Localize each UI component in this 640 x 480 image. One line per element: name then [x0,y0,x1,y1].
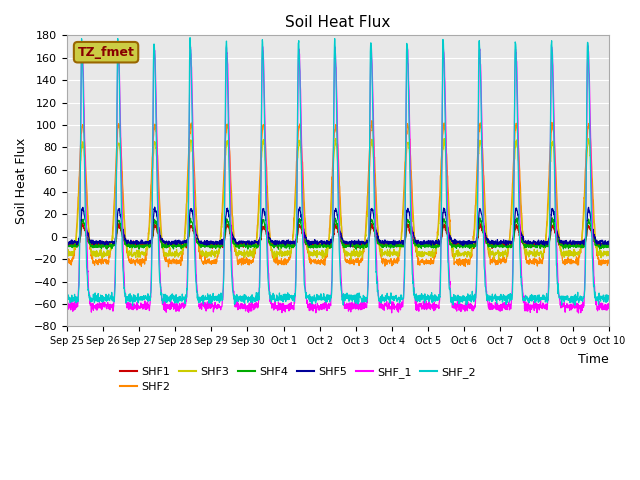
SHF_1 [495,305,503,311]
SHF4 [354,244,362,250]
SHF4 [557,241,565,247]
SHF3 [354,248,362,254]
SHF1 [573,240,580,246]
SHF1 [115,220,123,226]
SHF4 [605,244,612,250]
X-axis label: Time: Time [578,353,609,366]
SHF_2 [365,147,373,153]
SHF2 [365,151,373,157]
SHF2 [164,264,172,270]
SHF5 [63,238,70,243]
SHF1 [63,240,70,246]
SHF5 [354,241,362,247]
SHF3 [332,136,340,142]
SHF4 [495,243,503,249]
SHF3 [214,252,222,258]
Line: SHF_2: SHF_2 [67,37,609,306]
SHF4 [214,244,222,250]
Legend: SHF1, SHF2, SHF3, SHF4, SHF5, SHF_1, SHF_2: SHF1, SHF2, SHF3, SHF4, SHF5, SHF_1, SHF… [116,362,481,396]
SHF_1 [575,310,582,316]
SHF_1 [63,306,70,312]
SHF2 [354,260,362,265]
SHF_1 [367,43,375,48]
Line: SHF4: SHF4 [67,218,609,249]
SHF3 [605,252,612,258]
Line: SHF5: SHF5 [67,207,609,247]
Line: SHF1: SHF1 [67,223,609,249]
Line: SHF_1: SHF_1 [67,46,609,313]
SHF4 [573,242,580,248]
SHF_1 [605,304,612,310]
SHF_2 [186,35,194,40]
SHF1 [354,243,362,249]
Line: SHF3: SHF3 [67,139,609,260]
SHF3 [573,251,580,256]
SHF_1 [572,303,580,309]
SHF_2 [605,294,612,300]
SHF_2 [129,303,136,309]
SHF2 [368,118,376,124]
SHF_2 [63,294,70,300]
Title: Soil Heat Flux: Soil Heat Flux [285,15,390,30]
SHF_1 [557,300,565,305]
SHF5 [365,225,373,230]
SHF_1 [353,306,361,312]
SHF2 [496,258,504,264]
SHF5 [214,240,222,245]
SHF2 [573,254,580,260]
SHF3 [365,165,373,171]
SHF2 [214,251,222,256]
SHF2 [605,258,612,264]
SHF5 [347,244,355,250]
SHF5 [496,240,504,246]
SHF4 [365,234,373,240]
SHF5 [605,238,612,244]
SHF_1 [365,205,373,211]
SHF3 [557,251,565,257]
SHF_2 [354,296,362,302]
SHF4 [548,215,556,221]
SHF4 [63,243,70,249]
Text: TZ_fmet: TZ_fmet [77,46,134,59]
SHF1 [496,243,504,249]
SHF1 [470,246,477,252]
SHF_2 [557,294,565,300]
SHF2 [557,252,565,258]
Line: SHF2: SHF2 [67,121,609,267]
SHF_1 [214,301,222,307]
SHF_2 [214,295,222,300]
SHF5 [573,239,580,244]
SHF1 [557,239,565,244]
SHF_2 [573,294,580,300]
SHF5 [557,239,565,245]
Y-axis label: Soil Heat Flux: Soil Heat Flux [15,138,28,224]
SHF2 [63,259,70,264]
SHF5 [296,204,303,210]
SHF3 [63,250,70,255]
SHF3 [495,257,502,263]
SHF4 [353,246,360,252]
SHF_2 [496,298,504,303]
SHF1 [214,242,222,248]
SHF1 [365,235,373,241]
SHF3 [496,252,504,257]
SHF1 [605,240,612,245]
